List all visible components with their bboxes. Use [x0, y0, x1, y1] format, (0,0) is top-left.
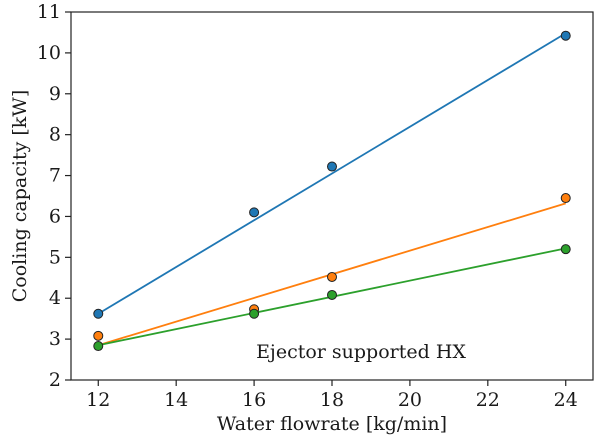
series-1-point — [560, 30, 571, 41]
y-axis-label: Cooling capacity [kW] — [9, 90, 31, 302]
y-tick-label: 5 — [49, 246, 61, 268]
y-tick-label: 4 — [49, 287, 61, 309]
y-tick-label: 8 — [49, 124, 61, 146]
series-3-point — [93, 341, 104, 352]
y-tick-label: 11 — [37, 1, 61, 23]
x-tick-label: 18 — [320, 389, 344, 411]
y-tick-label: 10 — [37, 42, 61, 64]
series-3-point — [327, 289, 337, 300]
series-2-point — [560, 193, 571, 204]
series-2-point — [327, 271, 337, 282]
x-axis-label: Water flowrate [kg/min] — [217, 413, 447, 435]
y-tick-label: 3 — [49, 328, 61, 350]
series-1-fit-line — [97, 32, 567, 315]
y-tick-label: 7 — [49, 165, 61, 187]
x-tick-label: 20 — [398, 389, 422, 411]
y-tick-label: 2 — [49, 369, 61, 391]
y-tick-label: 6 — [49, 205, 61, 227]
series-3-point — [249, 308, 260, 319]
y-tick-label: 9 — [49, 83, 61, 105]
series-3-point — [560, 244, 571, 255]
plot-frame — [70, 11, 594, 381]
x-tick-label: 22 — [476, 389, 500, 411]
series-2-point — [93, 330, 104, 341]
series-1-point — [327, 161, 337, 172]
series-1-point — [249, 207, 260, 218]
x-tick-label: 24 — [554, 389, 578, 411]
x-tick-label: 14 — [164, 389, 188, 411]
x-tick-label: 12 — [86, 389, 110, 411]
x-tick-label: 16 — [242, 389, 266, 411]
series-1-point — [93, 308, 104, 319]
chart-annotation: Ejector supported HX — [256, 341, 466, 363]
